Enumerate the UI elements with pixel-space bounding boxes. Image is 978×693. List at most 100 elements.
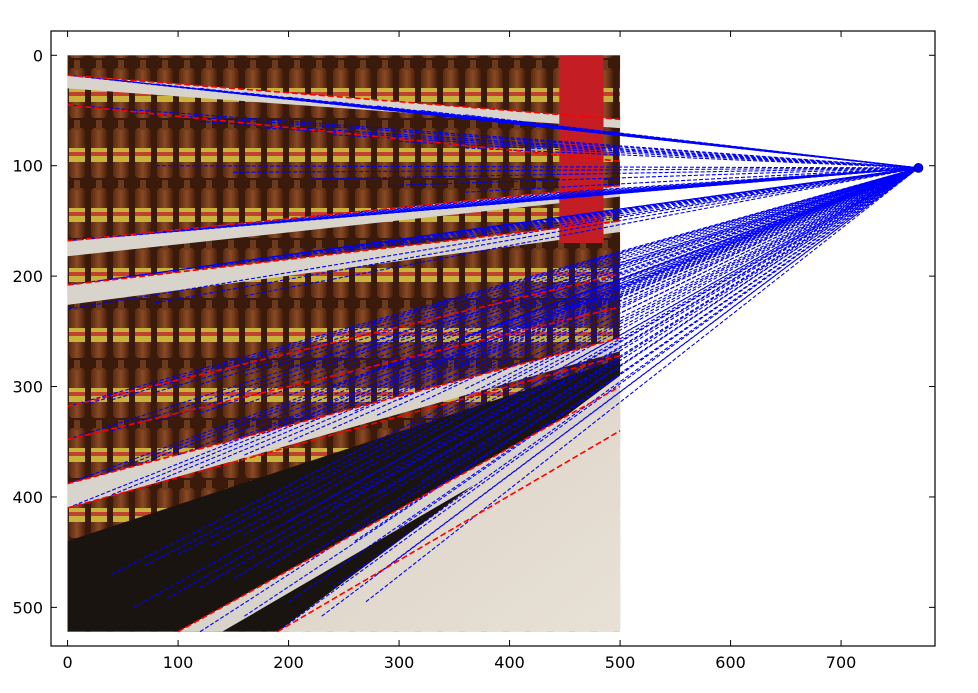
converging-line: [200, 167, 919, 385]
converging-line: [288, 167, 919, 603]
vanishing-point-marker: [913, 163, 924, 173]
shelf-base: [67, 358, 621, 632]
x-tick-label: 0: [62, 653, 72, 672]
converging-line: [376, 167, 919, 416]
y-tick-label: 300: [12, 378, 43, 397]
detected-segment: [67, 184, 621, 242]
converging-line: [177, 167, 919, 456]
converging-line: [376, 167, 919, 496]
converging-line: [399, 140, 919, 169]
converging-line: [332, 167, 919, 388]
converging-line: [244, 167, 919, 617]
converging-line: [210, 167, 919, 547]
shelf-photo: [67, 55, 621, 632]
converging-line: [244, 167, 919, 535]
converging-line: [166, 167, 919, 599]
converging-line: [332, 101, 919, 169]
converging-line: [310, 167, 919, 180]
x-tick-label: 700: [826, 653, 857, 672]
converging-line: [332, 167, 919, 588]
converging-line: [89, 167, 919, 404]
detected-segment: [67, 104, 621, 163]
detected-segment: [277, 430, 621, 633]
converging-line: [133, 167, 919, 467]
converging-line: [288, 167, 919, 396]
x-tick-label: 400: [494, 653, 525, 672]
converging-line: [199, 167, 919, 588]
y-tick-label: 200: [12, 267, 43, 286]
converging-line: [67, 167, 919, 407]
plot-frame: [50, 30, 936, 647]
converging-line: [177, 167, 919, 555]
converging-line: [199, 167, 919, 633]
y-tick-label: 100: [12, 157, 43, 176]
converging-line: [465, 167, 919, 193]
detected-segment: [67, 354, 621, 509]
x-axis: 0 100 200 300 400 500 600 700: [62, 31, 856, 672]
converging-line: [222, 167, 919, 445]
converging-line: [111, 167, 919, 496]
converging-line: [144, 167, 919, 566]
y-tick-label: 400: [12, 488, 43, 507]
converging-line: [111, 167, 919, 432]
converging-line: [332, 167, 919, 429]
converging-line: [465, 147, 919, 169]
converging-line: [388, 167, 919, 187]
converging-line: [365, 167, 919, 603]
detected-segment: [67, 337, 621, 485]
converging-line: [199, 167, 919, 414]
converging-line: [398, 167, 919, 246]
detected-segment: [177, 385, 621, 633]
converging-line: [266, 127, 919, 169]
y-tick-label: 0: [33, 46, 43, 65]
converging-line: [111, 167, 919, 401]
converging-line: [420, 167, 919, 403]
converging-line: [111, 167, 919, 575]
converging-line: [100, 167, 919, 476]
x-tick-label: 100: [163, 653, 194, 672]
detected-segment: [67, 273, 621, 408]
vanishing-point-marker-group: [913, 163, 924, 173]
shelf-edge-0: [67, 75, 621, 129]
floor-area: [277, 375, 621, 632]
converging-line: [332, 167, 919, 509]
converging-line: [443, 167, 919, 390]
y-axis: 0 100 200 300 400 500: [12, 46, 935, 617]
converging-line: [321, 167, 919, 617]
detected-segment: [67, 306, 621, 441]
converging-line: [244, 167, 919, 377]
converging-line: [155, 167, 919, 482]
shelf-edge-2: [67, 220, 621, 305]
converging-line: [244, 167, 919, 297]
converging-lines: [67, 74, 919, 633]
x-tick-label: 600: [715, 653, 746, 672]
converging-line: [155, 167, 919, 304]
converging-line: [266, 167, 919, 569]
converging-line: [465, 114, 919, 169]
converging-line: [531, 167, 919, 231]
converging-line: [233, 167, 919, 580]
y-tick-label: 500: [12, 598, 43, 617]
converging-line: [244, 167, 919, 405]
converging-line: [398, 167, 919, 529]
converging-line: [67, 167, 919, 485]
converging-line: [199, 167, 919, 469]
converging-line: [233, 167, 919, 173]
converging-line: [310, 167, 919, 555]
detected-segment: [67, 220, 621, 286]
converging-line: [465, 167, 919, 390]
converging-line: [288, 167, 919, 369]
converging-line: [531, 167, 919, 195]
converging-line: [155, 167, 919, 423]
detected-segment: [67, 74, 621, 121]
converging-line: [155, 165, 919, 169]
converging-line: [133, 112, 919, 169]
x-tick-label: 500: [605, 653, 636, 672]
converging-line: [200, 167, 919, 269]
converging-line: [420, 167, 919, 482]
converging-line: [354, 167, 919, 542]
detected-segments: [67, 74, 621, 633]
x-tick-label: 300: [384, 653, 415, 672]
x-tick-label: 200: [273, 653, 304, 672]
